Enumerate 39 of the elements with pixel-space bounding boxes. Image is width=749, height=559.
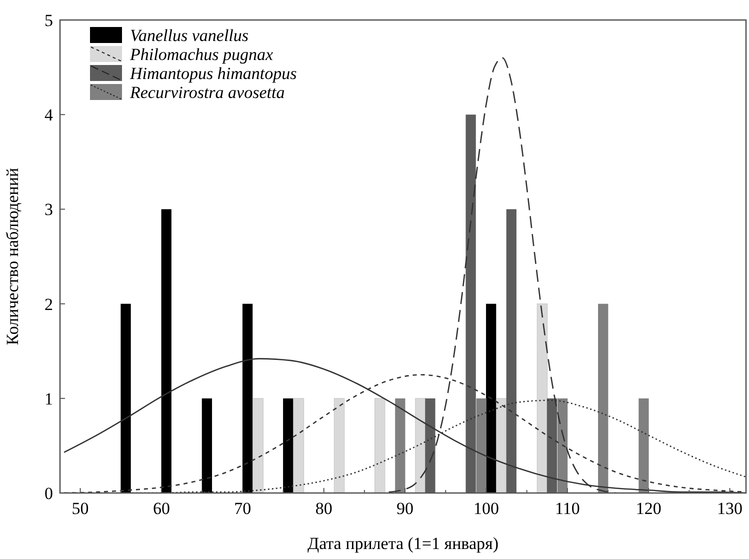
bar (476, 398, 486, 493)
bar (374, 398, 386, 493)
x-tick-label: 50 (72, 499, 89, 518)
y-axis-title: Количество наблюдений (3, 168, 22, 346)
x-tick-label: 120 (636, 499, 662, 518)
x-tick-label: 80 (315, 499, 332, 518)
bar (557, 398, 568, 493)
y-tick-label: 3 (44, 200, 53, 220)
bar (638, 398, 649, 493)
x-tick-label: 70 (234, 499, 252, 518)
x-tick-label: 130 (717, 499, 743, 518)
bar (242, 304, 253, 493)
bar (486, 304, 496, 493)
bar (120, 304, 131, 493)
bar (283, 398, 294, 493)
legend-label: Himantopus himantopus (129, 64, 298, 83)
x-tick-label: 100 (473, 499, 499, 518)
y-tick-label: 1 (44, 389, 53, 408)
x-tick-label: 90 (396, 499, 414, 518)
bar (395, 398, 406, 493)
legend-label: Vanellus vanellus (130, 26, 249, 45)
bar (496, 398, 508, 493)
x-tick-label: 110 (554, 499, 580, 518)
bar (161, 209, 172, 493)
y-tick-label: 5 (44, 11, 53, 30)
legend-label: Philomachus pugnax (129, 45, 274, 64)
bar (536, 304, 548, 493)
bar (598, 304, 608, 493)
legend-label: Recurvirostra avosetta (129, 83, 285, 102)
bar (202, 398, 212, 493)
y-tick-label: 0 (44, 484, 53, 503)
bar (252, 398, 264, 493)
y-tick-label: 4 (44, 106, 54, 125)
bar (293, 398, 304, 493)
x-axis-title: Дата прилета (1=1 января) (307, 534, 499, 553)
y-tick-label: 2 (44, 294, 53, 314)
x-tick-label: 60 (152, 499, 170, 518)
bar (415, 398, 426, 493)
bar (334, 398, 345, 493)
